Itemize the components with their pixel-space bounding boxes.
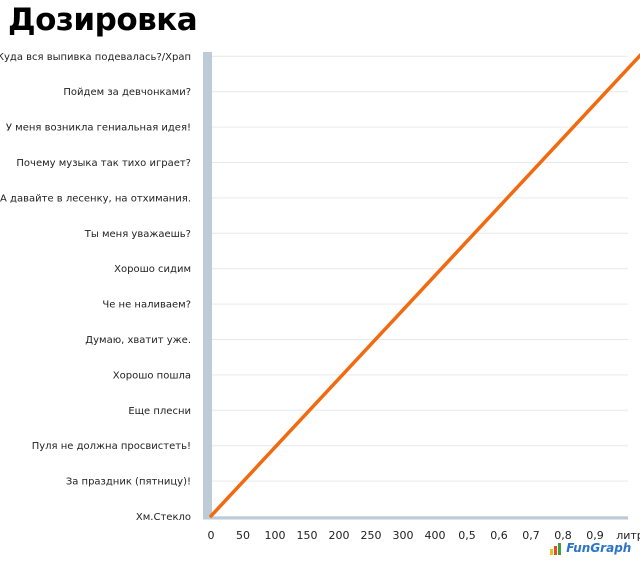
y-tick-label: Пуля не должна просвистеть! bbox=[32, 441, 191, 452]
x-tick-labels: 0 50 100 150 200 250 300 400 0,5 0,6 0,7 0,8 0,9 литр bbox=[208, 529, 640, 542]
y-tick-label: Почему музыка так тихо играет? bbox=[16, 158, 191, 169]
y-tick-labels: Хм.Стекло За праздник (пятницу)! Пуля не д… bbox=[0, 52, 191, 523]
x-tick-label: 0,8 bbox=[554, 529, 572, 542]
y-tick-label: Еще плесни bbox=[128, 406, 191, 417]
y-tick-label: Хм.Стекло bbox=[136, 512, 191, 523]
x-tick-label: 100 bbox=[265, 529, 286, 542]
x-tick-label: 150 bbox=[297, 529, 318, 542]
y-tick-label: Хорошо сидим bbox=[114, 264, 191, 275]
y-tick-label: Ты меня уважаешь? bbox=[84, 229, 191, 240]
fungraph-logo: FunGraph bbox=[550, 541, 631, 555]
x-tick-label: 50 bbox=[236, 529, 250, 542]
x-tick-label: 0,9 bbox=[586, 529, 604, 542]
y-tick-label: А давайте в лесенку, на отхимания. bbox=[0, 193, 191, 204]
bar-chart-logo-icon bbox=[550, 541, 562, 555]
y-tick-label: Думаю, хватит уже. bbox=[85, 335, 191, 346]
y-tick-label: У меня возникла гениальная идея! bbox=[6, 123, 191, 134]
y-tick-label: Хорошо пошла bbox=[113, 370, 191, 381]
grid-lines bbox=[203, 55, 628, 517]
series-line bbox=[209, 52, 640, 518]
logo-text: FunGraph bbox=[566, 541, 632, 555]
y-tick-label: Пойдем за девчонками? bbox=[63, 87, 191, 98]
x-tick-label: 300 bbox=[393, 529, 414, 542]
y-tick-label: За праздник (пятницу)! bbox=[66, 477, 191, 488]
page-title: Дозировка bbox=[8, 2, 198, 38]
x-tick-label: литр bbox=[616, 529, 640, 542]
x-tick-label: 250 bbox=[361, 529, 382, 542]
y-tick-label: Че не наливаем? bbox=[102, 300, 191, 311]
y-axis-bar bbox=[203, 52, 212, 518]
x-tick-label: 0,5 bbox=[458, 529, 476, 542]
x-tick-label: 400 bbox=[425, 529, 446, 542]
x-tick-label: 0,7 bbox=[522, 529, 540, 542]
x-tick-label: 200 bbox=[329, 529, 350, 542]
series bbox=[209, 52, 640, 518]
y-tick-label: Куда вся выпивка подевалась?/Храп bbox=[0, 52, 191, 63]
x-tick-label: 0,6 bbox=[490, 529, 508, 542]
x-tick-label: 0 bbox=[208, 529, 215, 542]
